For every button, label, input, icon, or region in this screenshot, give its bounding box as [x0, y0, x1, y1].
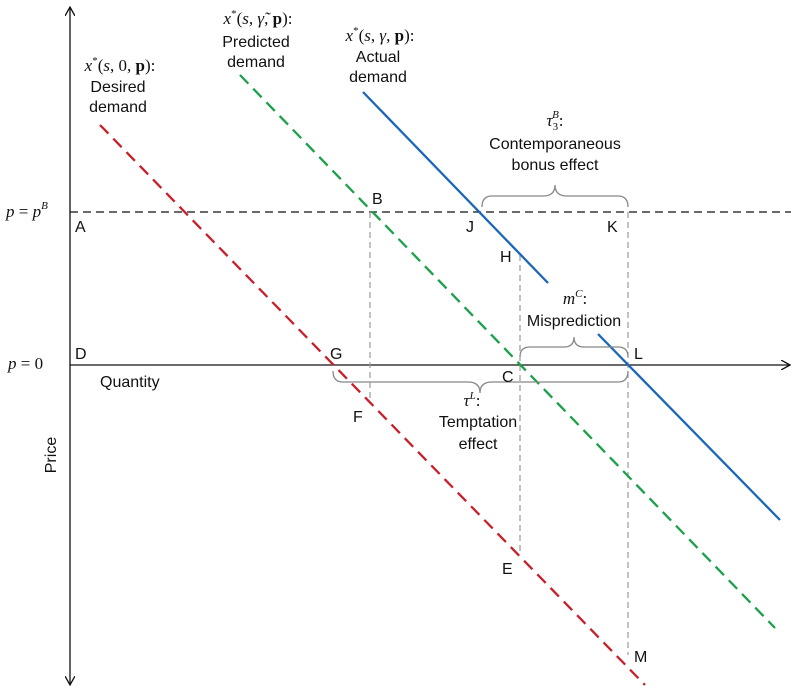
bonus-price-label: p = pB	[5, 200, 48, 221]
misprediction-formula: mC:	[563, 288, 587, 308]
misprediction-brace	[519, 336, 629, 358]
temptation-brace	[332, 370, 629, 394]
point-label: H	[500, 249, 512, 266]
label: Misprediction	[527, 313, 621, 330]
label: demand	[227, 54, 285, 71]
point-label: D	[75, 346, 87, 363]
label: Desired	[90, 79, 145, 96]
label: demand	[349, 69, 407, 86]
point-label: B	[372, 191, 383, 208]
desired-formula: x*(s, 0, p):	[84, 55, 156, 75]
label: Contemporaneous	[489, 136, 621, 153]
label: Predicted	[222, 34, 290, 51]
desired-demand-curve	[99, 124, 646, 686]
point-label: F	[353, 409, 363, 426]
label: bonus effect	[512, 157, 599, 174]
actual-demand-curve	[597, 333, 781, 521]
bonus-brace	[481, 184, 629, 208]
label: demand	[89, 99, 147, 116]
zero-price-label: p = 0	[7, 354, 43, 373]
actual-formula: x*(s, γ, p):	[345, 25, 415, 45]
point-label: G	[330, 346, 342, 363]
label: Actual	[356, 49, 400, 66]
point-label: K	[607, 219, 618, 236]
point-label: C	[502, 369, 514, 386]
braces	[332, 184, 629, 394]
predicted-formula: x*(s, γ̃, p):	[223, 8, 293, 28]
point-label: M	[634, 649, 647, 666]
actual-demand-curve	[362, 91, 549, 284]
label: effect	[459, 436, 498, 453]
point-label: E	[502, 561, 513, 578]
temptation-formula: τL:	[464, 390, 481, 410]
point-label: L	[634, 346, 643, 363]
point-label: A	[75, 219, 86, 236]
bonus-formula: τ3B:	[546, 109, 563, 133]
guides	[369, 212, 629, 655]
predicted-demand-curve	[239, 74, 776, 629]
label: Temptation	[439, 414, 517, 431]
y-axis-label: Price	[43, 437, 60, 474]
x-axis-label: Quantity	[100, 374, 160, 391]
point-label: J	[466, 219, 474, 236]
